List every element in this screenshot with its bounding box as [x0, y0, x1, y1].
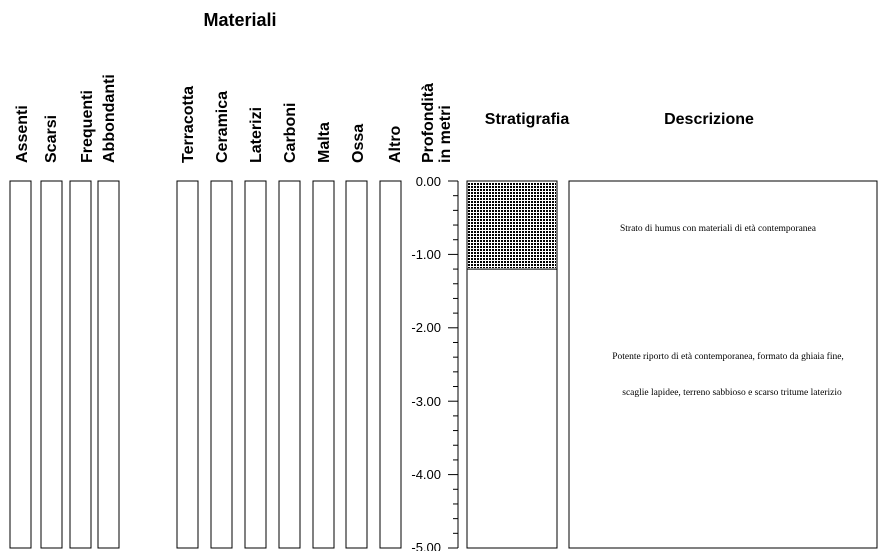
abundance-columns: [9, 180, 120, 549]
header-ossa: Ossa: [350, 124, 367, 163]
column-box-scarsi: [40, 180, 63, 549]
layer-humus-description: Strato di humus con materiali di età con…: [620, 224, 817, 234]
column-box-abbondanti: [97, 180, 120, 549]
description-frame: [568, 180, 878, 549]
depth-tick-label: -2.00: [411, 320, 441, 335]
abundance-headers: Assenti Scarsi Frequenti Abbondanti: [14, 74, 118, 163]
column-box-ceramica: [210, 180, 233, 549]
column-box-frequenti: [69, 180, 92, 549]
materiali-title: Materiali: [203, 10, 276, 30]
header-frequenti: Frequenti: [79, 90, 96, 163]
column-box-ossa: [345, 180, 368, 549]
header-terracotta: Terracotta: [180, 86, 197, 163]
description-column: Strato di humus con materiali di età con…: [568, 180, 878, 549]
layer-humus-fill: [468, 182, 556, 269]
depth-tick-label: -3.00: [411, 394, 441, 409]
stratigrafia-header: Stratigrafia: [485, 111, 570, 128]
column-box-malta: [312, 180, 335, 549]
depth-axis: 0.00 -1.00 -2.00 -3.00 -4.00 -5.00: [411, 174, 459, 551]
material-columns: [176, 180, 402, 549]
header-abbondanti: Abbondanti: [101, 74, 118, 163]
column-box-laterizi: [244, 180, 267, 549]
header-laterizi: Laterizi: [248, 107, 265, 163]
depth-header: Profondità in metri: [420, 83, 454, 163]
depth-header-line2: in metri: [437, 105, 454, 163]
depth-tick-label: -1.00: [411, 247, 441, 262]
column-box-assenti: [9, 180, 32, 549]
header-altro: Altro: [387, 125, 404, 163]
depth-tick-label: 0.00: [416, 174, 441, 189]
header-ceramica: Ceramica: [214, 91, 231, 163]
depth-ticks: [448, 180, 458, 549]
header-assenti: Assenti: [14, 105, 31, 163]
header-scarsi: Scarsi: [43, 115, 60, 163]
header-malta: Malta: [316, 122, 333, 163]
depth-tick-label: -4.00: [411, 467, 441, 482]
material-headers: Terracotta Ceramica Laterizi Carboni Mal…: [180, 86, 404, 163]
depth-header-line1: Profondità: [420, 83, 437, 163]
column-box-altro: [379, 180, 402, 549]
depth-tick-label: -5.00: [411, 540, 441, 551]
layer-riporto-description-line1: Potente riporto di età contemporanea, fo…: [612, 351, 844, 362]
header-carboni: Carboni: [282, 103, 299, 163]
column-box-carboni: [278, 180, 301, 549]
stratigraphy-column: [466, 180, 558, 549]
column-box-terracotta: [176, 180, 199, 549]
descrizione-header: Descrizione: [664, 111, 754, 128]
layer-riporto-description-line2: scaglie lapidee, terreno sabbioso e scar…: [622, 388, 842, 398]
